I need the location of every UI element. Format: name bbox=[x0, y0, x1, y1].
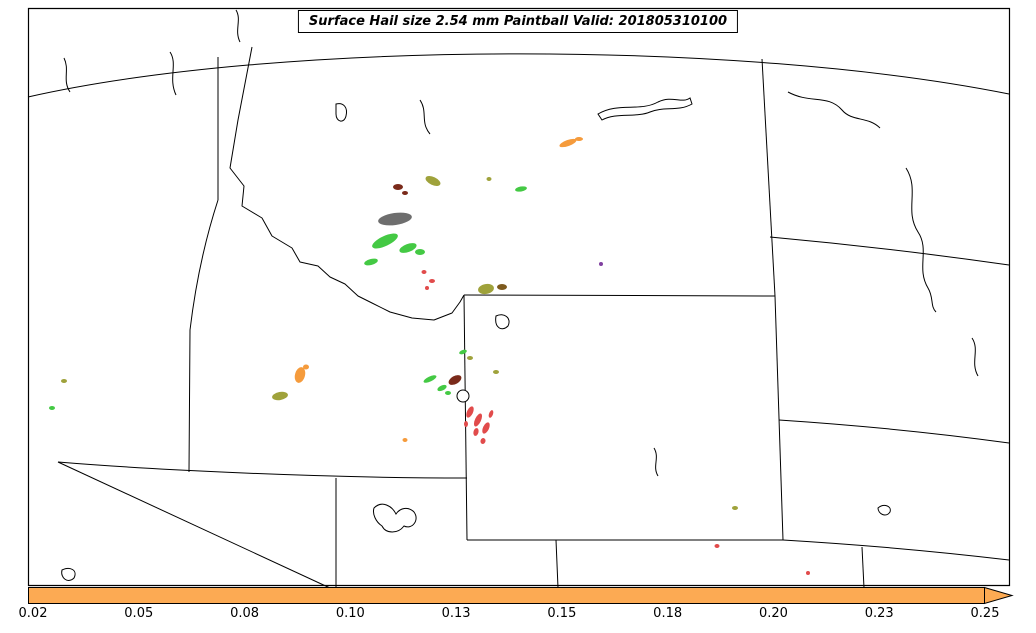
colorbar-tick-labels: 0.02 0.05 0.08 0.10 0.13 0.15 0.18 0.20 0.23 0.25 bbox=[0, 606, 1036, 626]
colorbar-tick-label: 0.15 bbox=[547, 606, 577, 621]
hail-paintball bbox=[429, 279, 435, 283]
hail-paintball bbox=[478, 283, 494, 295]
hail-paintball bbox=[497, 284, 507, 290]
colorbar-extend-arrow bbox=[985, 588, 1013, 604]
hail-paintball bbox=[415, 249, 425, 255]
paintball-layer bbox=[49, 137, 810, 575]
colorbar-tick-label: 0.10 bbox=[335, 606, 365, 621]
hail-paintball bbox=[466, 406, 474, 418]
river-line bbox=[972, 338, 978, 376]
hail-paintball bbox=[425, 176, 441, 186]
state-border-utah-colorado bbox=[556, 540, 558, 588]
river-line bbox=[788, 92, 880, 128]
river-line bbox=[654, 448, 658, 476]
map-frame bbox=[29, 9, 1010, 586]
hail-paintball bbox=[294, 367, 306, 383]
hail-paintball bbox=[806, 571, 810, 575]
river-line bbox=[170, 52, 176, 95]
hail-paintball bbox=[488, 410, 494, 418]
hail-paintball bbox=[402, 191, 408, 195]
hail-paintball bbox=[421, 270, 427, 274]
great-salt-lake bbox=[373, 504, 416, 532]
hail-paintball bbox=[402, 438, 408, 442]
state-borders bbox=[28, 47, 1009, 588]
colorbar-tick-label: 0.25 bbox=[970, 606, 1000, 621]
colorbar bbox=[29, 588, 985, 604]
hail-paintball bbox=[714, 544, 720, 548]
flathead-lake bbox=[336, 104, 347, 121]
state-border-canada bbox=[28, 54, 1009, 97]
hail-paintball bbox=[467, 356, 473, 360]
hail-paintball bbox=[480, 438, 486, 444]
colorbar-tick-label: 0.08 bbox=[230, 606, 260, 621]
hail-paintball bbox=[364, 258, 378, 266]
hail-paintball bbox=[437, 384, 447, 392]
plot-title-text: Surface Hail size 2.54 mm Paintball Vali… bbox=[308, 14, 728, 29]
hail-paintball bbox=[372, 233, 398, 249]
hail-paintball bbox=[459, 349, 467, 355]
state-border-41st-parallel bbox=[467, 540, 1009, 560]
colorbar-tick-label: 0.13 bbox=[441, 606, 471, 621]
plot-title: Surface Hail size 2.54 mm Paintball Vali… bbox=[297, 10, 739, 33]
colorbar-tick-label: 0.05 bbox=[124, 606, 154, 621]
lake-outline bbox=[62, 568, 75, 580]
hail-paintball bbox=[486, 177, 492, 181]
fort-peck-lake bbox=[598, 98, 692, 120]
hail-paintball bbox=[425, 286, 429, 290]
colorbar-tick-label: 0.20 bbox=[758, 606, 788, 621]
hail-paintball bbox=[423, 375, 437, 383]
colorbar-group bbox=[29, 588, 1013, 604]
state-border-montana-dakotas bbox=[762, 59, 775, 296]
state-border-california-nevada bbox=[58, 462, 330, 588]
hail-paintball bbox=[393, 184, 403, 190]
hail-paintball bbox=[303, 364, 309, 370]
hail-paintball bbox=[445, 391, 451, 395]
hail-paintball bbox=[482, 422, 490, 434]
hail-paintball bbox=[272, 391, 288, 401]
yellowstone-lake bbox=[496, 315, 509, 329]
hail-paintball bbox=[599, 262, 603, 266]
hail-paintball bbox=[473, 428, 479, 436]
state-border-idaho-wyoming bbox=[464, 295, 467, 540]
hail-paintball bbox=[464, 421, 468, 427]
colorbar-tick-label: 0.18 bbox=[653, 606, 683, 621]
hail-paintball bbox=[61, 379, 67, 383]
river-line bbox=[236, 10, 240, 42]
hail-paintball bbox=[732, 506, 738, 510]
state-border-wyoming-east bbox=[775, 296, 783, 540]
hail-paintball bbox=[399, 243, 417, 253]
hail-paintball bbox=[378, 212, 412, 226]
hail-paintball bbox=[515, 186, 527, 192]
state-border-northdakota-southdakota bbox=[770, 237, 1009, 265]
lake-outline bbox=[878, 505, 890, 514]
hail-paintball bbox=[559, 138, 577, 148]
missouri-river bbox=[906, 168, 936, 312]
river-line bbox=[420, 100, 430, 134]
hail-paintball bbox=[493, 370, 499, 374]
rivers-lakes bbox=[62, 10, 978, 580]
state-border-42nd-parallel bbox=[58, 462, 467, 478]
hail-paintball bbox=[448, 375, 462, 385]
state-border-southdakota-nebraska bbox=[779, 420, 1009, 443]
hail-paintball bbox=[575, 137, 583, 141]
state-border-montana-wyoming bbox=[464, 295, 775, 296]
hail-paintball bbox=[49, 406, 55, 410]
river-line bbox=[64, 58, 70, 92]
state-border-oregon-idaho bbox=[189, 200, 218, 472]
colorbar-tick-label: 0.02 bbox=[18, 606, 48, 621]
state-border-idaho-montana bbox=[230, 47, 464, 320]
hail-paintball bbox=[473, 413, 483, 427]
lake-outline bbox=[457, 390, 469, 402]
colorbar-tick-label: 0.23 bbox=[864, 606, 894, 621]
state-border-colorado-east bbox=[862, 547, 864, 588]
